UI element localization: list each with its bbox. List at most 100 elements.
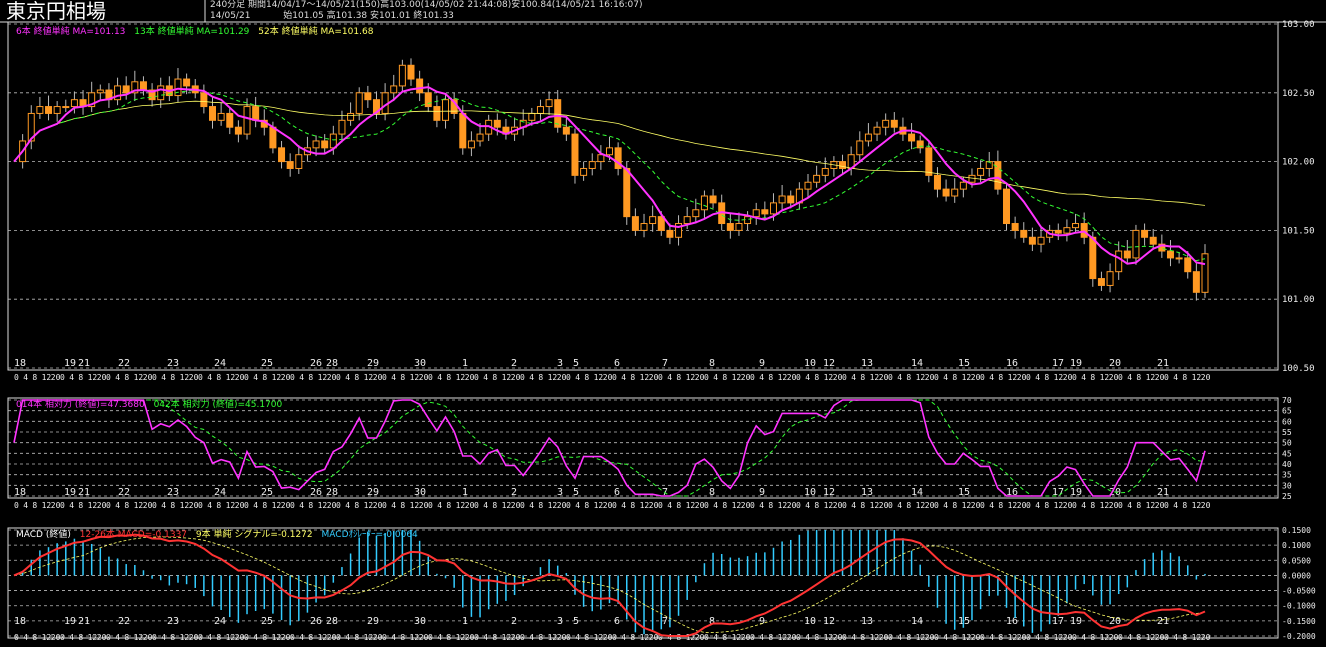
candle-body bbox=[424, 92, 432, 108]
macd-hour-label: 12 bbox=[640, 633, 650, 642]
rsi-date-label: 28 bbox=[326, 487, 338, 498]
rsi-date-label: 23 bbox=[167, 487, 179, 498]
main-hour-label: 8 bbox=[1044, 373, 1049, 382]
macd-line bbox=[13, 533, 1206, 637]
macd-date-label: 10 bbox=[804, 616, 816, 627]
rsi-hour-label: 8 bbox=[630, 501, 635, 510]
rsi-hour-label: 12 bbox=[1192, 501, 1202, 510]
rsi-hour-label: 8 bbox=[768, 501, 773, 510]
rsi-hour-label: 0 bbox=[520, 501, 525, 510]
rsi-hour-label: 20 bbox=[235, 501, 245, 510]
candle-body bbox=[295, 154, 303, 169]
ohlc-line: 14/05/21 始101.05 高101.38 安101.01 終101.33 bbox=[210, 11, 643, 22]
macd-hour-label: 20 bbox=[741, 633, 751, 642]
candle-body bbox=[433, 106, 441, 121]
rsi-hour-label: 0 bbox=[14, 501, 19, 510]
macd-hour-label: 20 bbox=[1063, 633, 1073, 642]
macd-hour-label: 12 bbox=[870, 633, 880, 642]
rsi-hour-label: 4 bbox=[437, 501, 442, 510]
main-hour-label: 12 bbox=[962, 373, 972, 382]
macd-hour-label: 8 bbox=[492, 633, 497, 642]
candle-body bbox=[183, 78, 191, 87]
macd-hour-label: 4 bbox=[161, 633, 166, 642]
rsi42-line bbox=[13, 399, 1206, 497]
macd-hour-label: 0 bbox=[934, 633, 939, 642]
rsi-hour-label: 12 bbox=[1146, 501, 1156, 510]
y-tick-1-0: 70 bbox=[1282, 396, 1292, 405]
main-date-label: 30 bbox=[414, 358, 426, 369]
rsi-hour-label: 12 bbox=[732, 501, 742, 510]
legend-ma6: 6本 終値単純 MA=101.13 bbox=[16, 27, 126, 37]
macd-hour-label: 0 bbox=[888, 633, 893, 642]
rsi-hour-label: 4 bbox=[621, 501, 626, 510]
macd-hour-label: 0 bbox=[566, 633, 571, 642]
macd-hour-label: 12 bbox=[1192, 633, 1202, 642]
macd-date-label: 21 bbox=[1157, 616, 1169, 627]
rsi-hour-label: 12 bbox=[226, 501, 236, 510]
main-hour-label: 4 bbox=[759, 373, 764, 382]
main-date-label: 24 bbox=[214, 358, 226, 369]
main-date-label: 13 bbox=[861, 358, 873, 369]
y-tick-2-7: -0.2000 bbox=[1282, 632, 1316, 641]
rsi-hour-label: 4 bbox=[115, 501, 120, 510]
candle-body bbox=[692, 209, 700, 218]
rsi-hour-label: 12 bbox=[318, 501, 328, 510]
macd-hour-label: 8 bbox=[538, 633, 543, 642]
main-hour-label: 0 bbox=[106, 373, 111, 382]
candle-body bbox=[528, 112, 536, 121]
macd-hour-label: 12 bbox=[1100, 633, 1110, 642]
candle-body bbox=[493, 119, 501, 128]
main-hour-label: 8 bbox=[906, 373, 911, 382]
main-hour-label: 4 bbox=[483, 373, 488, 382]
main-hour-label: 0 bbox=[474, 373, 479, 382]
macd-hour-label: 20 bbox=[327, 633, 337, 642]
rsi-hour-label: 0 bbox=[152, 501, 157, 510]
rsi-hour-label: 12 bbox=[134, 501, 144, 510]
macd-hour-label: 20 bbox=[51, 633, 61, 642]
macd-hour-label: 8 bbox=[998, 633, 1003, 642]
macd-hour-label: 0 bbox=[60, 633, 65, 642]
legend-ma13: 13本 終値単純 MA=101.29 bbox=[134, 27, 250, 37]
pane-frame-0 bbox=[7, 21, 1279, 371]
rsi-hour-label: 12 bbox=[548, 501, 558, 510]
rsi-hour-label: 0 bbox=[382, 501, 387, 510]
main-hour-label: 20 bbox=[327, 373, 337, 382]
main-date-label: 21 bbox=[1157, 358, 1169, 369]
macd-hour-label: 20 bbox=[97, 633, 107, 642]
main-hour-label: 4 bbox=[989, 373, 994, 382]
candle-body bbox=[200, 92, 208, 108]
main-hour-label: 20 bbox=[97, 373, 107, 382]
macd-hour-label: 4 bbox=[529, 633, 534, 642]
macd-hour-label: 8 bbox=[630, 633, 635, 642]
macd-hour-label: 20 bbox=[281, 633, 291, 642]
rsi-hour-label: 0 bbox=[1164, 501, 1169, 510]
macd-hour-label: 4 bbox=[437, 633, 442, 642]
macd-hour-label: 0 bbox=[290, 633, 295, 642]
main-hour-label: 12 bbox=[226, 373, 236, 382]
rsi-hour-label: 4 bbox=[1081, 501, 1086, 510]
main-date-label: 20 bbox=[1109, 358, 1121, 369]
main-hour-label: 20 bbox=[833, 373, 843, 382]
candle-body bbox=[813, 174, 821, 183]
macd-hour-label: 8 bbox=[216, 633, 221, 642]
main-hour-label: 4 bbox=[1173, 373, 1178, 382]
macd-hour-label: 20 bbox=[373, 633, 383, 642]
main-hour-label: 0 bbox=[750, 373, 755, 382]
rsi-hour-label: 4 bbox=[161, 501, 166, 510]
candle-body bbox=[562, 126, 570, 135]
main-hour-label: 20 bbox=[1201, 373, 1211, 382]
main-hour-label: 0 bbox=[198, 373, 203, 382]
candle-body bbox=[36, 106, 44, 114]
macd-hour-label: 4 bbox=[207, 633, 212, 642]
main-hour-label: 8 bbox=[124, 373, 129, 382]
main-hour-label: 0 bbox=[612, 373, 617, 382]
candle-body bbox=[1020, 229, 1028, 238]
rsi-date-label: 26 bbox=[310, 487, 322, 498]
main-hour-label: 12 bbox=[778, 373, 788, 382]
main-hour-label: 8 bbox=[308, 373, 313, 382]
main-hour-label: 8 bbox=[400, 373, 405, 382]
candle-body bbox=[994, 161, 1002, 190]
macd-date-label: 16 bbox=[1006, 616, 1018, 627]
rsi-hour-label: 8 bbox=[32, 501, 37, 510]
main-date-label: 8 bbox=[709, 358, 715, 369]
